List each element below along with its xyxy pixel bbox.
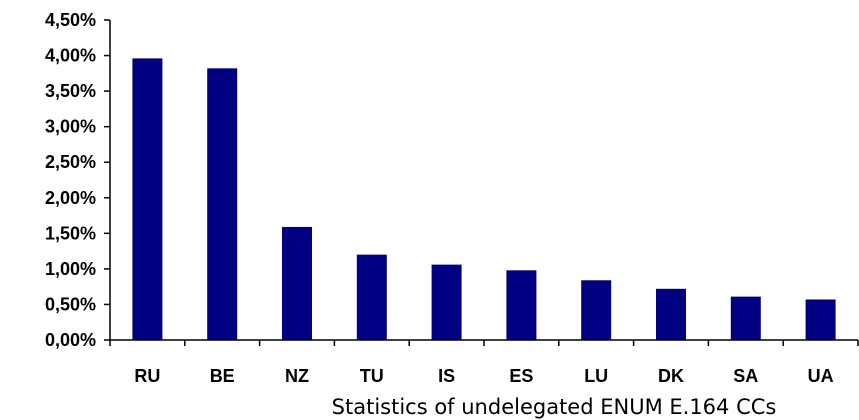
x-tick-label: ES: [509, 366, 533, 386]
bar-lu: [581, 280, 612, 340]
x-tick-label: TU: [360, 366, 384, 386]
y-tick-label: 1,00%: [45, 259, 96, 279]
bar-is: [431, 264, 462, 340]
bar-ua: [805, 299, 836, 340]
y-axis-ticks: 0,00% 0,50% 1,00% 1,50% 2,00% 2,50% 3,00% 3,50%…: [45, 10, 111, 350]
bar-dk: [656, 288, 686, 340]
x-tick-label: SA: [733, 366, 758, 386]
y-tick-label: 3,00%: [45, 117, 96, 137]
x-axis: RU BE NZ TU IS ES LU DK SA UA: [109, 339, 859, 386]
x-tick-label: BE: [210, 366, 235, 386]
bars: [132, 58, 836, 341]
x-tick-label: LU: [584, 366, 608, 386]
y-tick-label: 2,50%: [45, 152, 96, 172]
bar-ru: [132, 58, 163, 341]
x-tick-label: RU: [134, 366, 160, 386]
y-tick-label: 2,00%: [45, 188, 96, 208]
x-tick-label: DK: [658, 366, 684, 386]
bar-sa: [730, 296, 761, 340]
bar-nz: [282, 226, 312, 340]
x-tick-label: NZ: [285, 366, 309, 386]
y-tick-label: 0,00%: [45, 330, 96, 350]
y-tick-label: 4,50%: [45, 10, 96, 30]
y-tick-label: 4,00%: [45, 46, 96, 66]
y-tick-label: 1,50%: [45, 223, 96, 243]
x-axis-label: Statistics of undelegated ENUM E.164 CCs: [332, 395, 777, 419]
y-tick-label: 0,50%: [45, 294, 96, 314]
y-tick-label: 3,50%: [45, 81, 96, 101]
x-tick-label: IS: [438, 366, 455, 386]
bar-tu: [356, 254, 387, 340]
bar-es: [506, 270, 537, 340]
bar-be: [207, 68, 238, 340]
x-tick-label: UA: [808, 366, 834, 386]
